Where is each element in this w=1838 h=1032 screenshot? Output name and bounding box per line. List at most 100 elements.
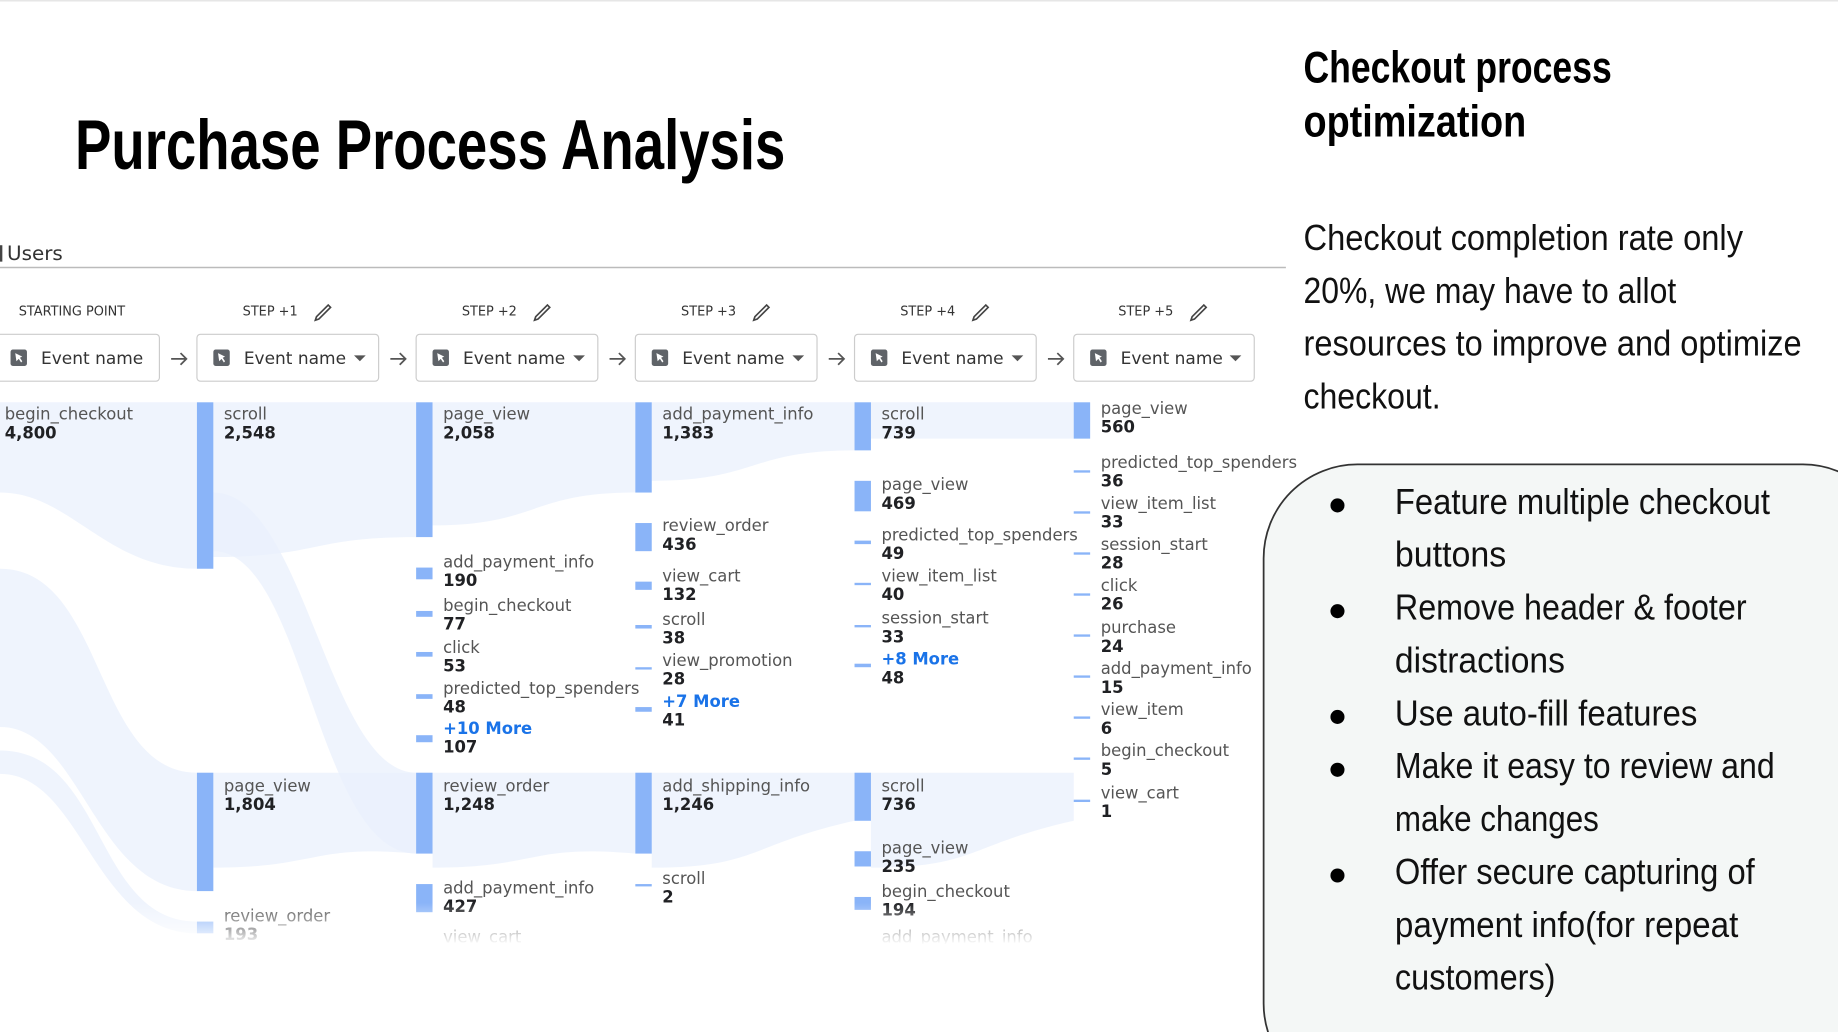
bullet-box: [1262, 463, 1838, 1032]
edit-icon[interactable]: [314, 303, 332, 322]
dimension-dropdown[interactable]: [0, 333, 161, 382]
node-label: purchase: [1101, 618, 1176, 637]
cursor-glyph: [1094, 353, 1102, 363]
bullet-text: Remove header & footer: [1395, 587, 1747, 628]
node-label: review_order: [443, 776, 549, 796]
node-value: 41: [662, 711, 685, 730]
node-bar: [635, 523, 652, 552]
dimension-label: Event name: [901, 349, 1003, 369]
node-bar: [635, 884, 652, 887]
node-label: add_payment_info: [443, 552, 594, 572]
edit-icon[interactable]: [971, 303, 990, 322]
flow-ribbons: [0, 402, 1074, 934]
node-value: 49: [881, 544, 904, 563]
step-header: STEP +5: [1118, 305, 1173, 320]
node-bar: [1073, 757, 1091, 760]
node-bar: [1073, 593, 1091, 596]
node-value: 739: [881, 423, 915, 442]
metric-label: Users: [7, 242, 63, 265]
node-value: 107: [443, 738, 477, 757]
node-label: predicted_top_spenders: [443, 679, 639, 699]
bullet-text: distractions: [1395, 639, 1565, 680]
node-value: 5: [1101, 760, 1112, 779]
step-arrow: [828, 352, 846, 366]
node-bar: [416, 610, 433, 617]
flow-ribbon: [870, 772, 1074, 868]
node-value: 2: [662, 888, 673, 907]
step-header: STARTING POINT: [19, 305, 126, 320]
flow-ribbon: [0, 568, 197, 892]
bullet-text: payment info(for repeat: [1395, 904, 1738, 945]
node-label: scroll: [881, 405, 924, 424]
bullet-text: make changes: [1395, 798, 1599, 839]
node-bar: [635, 772, 652, 854]
more-link[interactable]: +8 More: [881, 650, 959, 669]
node-value: 469: [881, 494, 915, 513]
node-value: 736: [881, 795, 915, 814]
node-bar: [635, 667, 652, 670]
dropdown-caret: [573, 355, 585, 362]
node-label: page_view: [1101, 399, 1188, 419]
node-value: 26: [1101, 595, 1124, 614]
node-bar: [1073, 675, 1091, 678]
node-label: scroll: [224, 405, 267, 424]
dimension-label: Event name: [463, 349, 565, 369]
node-label: page_view: [443, 405, 530, 425]
flow-ribbon: [870, 402, 1074, 439]
edit-icon[interactable]: [752, 303, 771, 322]
node-value: 36: [1101, 472, 1124, 491]
dimension-dropdown[interactable]: [196, 333, 380, 382]
node-bar: [1073, 634, 1091, 637]
node-label: review_order: [662, 516, 768, 536]
metric-marker: [0, 245, 3, 262]
bullet-text: customers): [1395, 957, 1556, 998]
step-arrow: [171, 352, 188, 366]
sidebar-body-line: checkout.: [1303, 375, 1440, 416]
sidebar-heading: optimization: [1303, 97, 1526, 146]
flow-ribbon: [0, 750, 197, 934]
node-label: begin_checkout: [881, 882, 1010, 902]
edit-icon[interactable]: [533, 303, 551, 322]
edit-icon[interactable]: [1189, 303, 1208, 322]
node-bar: [1073, 511, 1091, 514]
step-header: STEP +3: [681, 305, 736, 320]
flow-ribbon: [651, 772, 855, 868]
sidebar-heading: Checkout process: [1303, 43, 1611, 92]
node-value: 1,248: [443, 795, 495, 814]
bullet-text: Use auto-fill features: [1395, 692, 1697, 733]
node-value: 1,246: [662, 795, 714, 814]
more-link[interactable]: +10 More: [443, 719, 532, 738]
node-label: scroll: [662, 869, 705, 888]
dimension-dropdown[interactable]: [415, 333, 599, 382]
dimension-dropdown[interactable]: [853, 333, 1037, 382]
node-label: scroll: [881, 776, 924, 795]
node-value: 53: [443, 657, 466, 676]
more-link[interactable]: +7 More: [662, 692, 740, 711]
node-label: view_item: [1101, 700, 1184, 720]
dimension-dropdown[interactable]: [634, 333, 818, 382]
node-bar: [854, 772, 871, 821]
dimension-dropdown[interactable]: [1073, 333, 1255, 382]
node-bar: [854, 663, 871, 668]
node-bar: [1073, 470, 1091, 473]
node-label: page_view: [881, 838, 968, 858]
node-label: add_payment_info: [662, 405, 813, 425]
node-label: view_item_list: [881, 566, 997, 586]
node-bar: [196, 402, 214, 569]
node-label: predicted_top_spenders: [881, 525, 1077, 545]
node-bar: [854, 851, 871, 867]
node-value: 6: [1101, 719, 1112, 738]
node-bar: [1073, 552, 1091, 555]
node-value: 38: [662, 629, 685, 648]
bullet-dot: [1330, 709, 1345, 724]
step-header: STEP +4: [900, 305, 955, 320]
node-bar: [1073, 716, 1091, 719]
flow-ribbon: [0, 402, 197, 569]
node-label: scroll: [662, 610, 705, 629]
node-label: click: [1101, 576, 1138, 595]
node-bar: [635, 581, 652, 590]
dimension-label: Event name: [682, 349, 784, 369]
node-value: 33: [1101, 513, 1124, 532]
cut-overlay: [0, 943, 1261, 1032]
node-value: 1,383: [662, 423, 714, 442]
